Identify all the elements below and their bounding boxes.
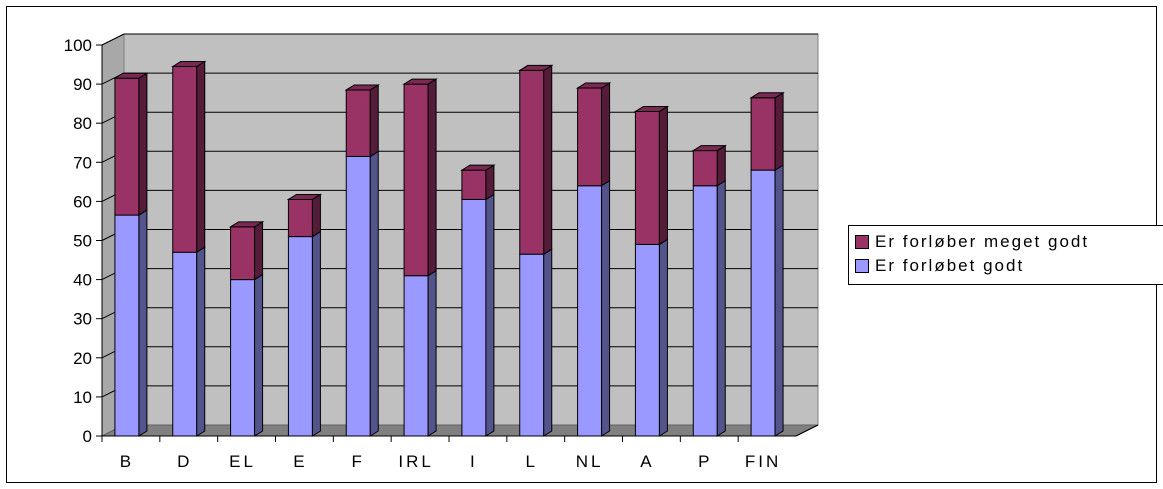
bar-p-s0-side: [716, 179, 726, 437]
bar-e-s0-front: [287, 236, 313, 437]
gridline: [101, 33, 818, 46]
x-tick-label: D: [177, 452, 192, 471]
legend-label-godt: Er forløbet godt: [875, 256, 1025, 275]
bar-irl-s0-front: [403, 275, 429, 437]
bar-fin-s1-side: [774, 91, 784, 172]
bar-el-s0-side: [254, 273, 264, 437]
bar-d-s0-side: [196, 246, 206, 437]
bar-a-s0-side: [658, 238, 668, 437]
bar-el-s1-side: [254, 220, 264, 281]
bar-f-s1-front: [345, 89, 371, 157]
x-tick-label: A: [640, 452, 654, 471]
legend-item-godt: Er forløbet godt: [855, 254, 1161, 278]
bar-irl-s0-side: [427, 269, 437, 437]
bar-p-s1-front: [692, 150, 718, 187]
bar-p-s1-side: [716, 144, 726, 187]
y-tick-label: 10: [73, 388, 92, 407]
bar-d-s1-front: [172, 66, 198, 253]
chart-bars: [113, 60, 785, 437]
x-tick-labels: B D EL E F IRL I L NL A P FIN: [120, 452, 781, 471]
y-tick-label: 20: [73, 349, 92, 368]
bar-i-s1-side: [485, 164, 495, 201]
y-tick-label: 60: [73, 192, 92, 211]
bar-nl-s1-top: [575, 82, 612, 89]
bar-a-s0-front: [634, 243, 660, 437]
y-tick-labels: 0 10 20 30 40 50 60 70 80 90 100: [64, 36, 92, 446]
bar-f-s0-front: [345, 155, 371, 437]
bar-e-s1-side: [311, 193, 321, 238]
bar-f-s1-top: [344, 84, 380, 91]
bar-d-s1-side: [196, 60, 206, 254]
bar-i-s0-front: [461, 198, 487, 437]
bar-b-s0-front: [114, 214, 140, 437]
bar-a-s1-side: [658, 105, 668, 246]
bar-l-s1-side: [543, 64, 553, 256]
y-tick-label: 90: [73, 75, 92, 94]
y-tick-label: 30: [73, 310, 92, 329]
bar-b-s0-side: [138, 209, 148, 437]
bar-fin-s0-front: [750, 169, 776, 437]
bar-p-s0-front: [692, 185, 718, 437]
x-tick-label: NL: [576, 452, 604, 471]
bar-fin-s1-top: [749, 92, 785, 99]
bar-fin-s0-side: [774, 164, 784, 437]
bar-d-s1-top: [171, 61, 207, 68]
bar-p-s1-top: [691, 145, 727, 152]
bar-f-s0-side: [369, 150, 379, 437]
bar-f-s1-side: [369, 84, 379, 158]
x-tick-label: I: [470, 452, 478, 471]
x-tick-label: B: [120, 452, 134, 471]
bar-irl-s1-front: [403, 83, 429, 277]
y-tick-label: 0: [83, 427, 92, 446]
x-tick-label: FIN: [745, 452, 781, 471]
bar-l-s1-front: [519, 69, 545, 255]
legend-item-meget-godt: Er forløber meget godt: [855, 230, 1161, 254]
bar-nl-s0-side: [601, 179, 611, 437]
bar-e-s0-side: [311, 230, 321, 437]
chart-legend: Er forløber meget godt Er forløbet godt: [848, 225, 1163, 285]
x-axis-depth-line: [795, 424, 819, 437]
bar-b-s1-side: [138, 72, 148, 216]
bar-nl-s1-front: [577, 87, 603, 187]
x-tick-label: EL: [229, 452, 256, 471]
chart-axes: [96, 44, 819, 442]
bar-nl-s0-front: [577, 185, 603, 437]
bar-el-s1-top: [228, 221, 265, 228]
bar-nl-s1-side: [601, 82, 611, 187]
bar-el-s1-front: [230, 226, 256, 281]
bar-irl-s1-side: [427, 78, 437, 277]
x-tick-label: P: [698, 452, 712, 471]
legend-swatch-godt: [855, 259, 869, 273]
legend-label-meget-godt: Er forløber meget godt: [875, 232, 1090, 251]
legend-swatch-meget-godt: [855, 235, 869, 249]
bar-fin-s1-front: [750, 97, 776, 171]
bar-d-s0-front: [172, 251, 198, 437]
bar-l-s1-top: [518, 64, 554, 71]
bar-i-s0-side: [485, 193, 495, 437]
bar-a-s1-top: [633, 105, 670, 112]
x-tick-label: E: [293, 452, 307, 471]
x-tick-label: IRL: [398, 452, 433, 471]
y-tick-label: 40: [73, 271, 92, 290]
y-tick-label: 50: [73, 232, 92, 251]
bar-l-s0-front: [519, 253, 545, 437]
y-tick-label: 80: [73, 114, 92, 133]
x-tick-label: L: [526, 452, 538, 471]
x-tick-label: F: [352, 452, 365, 471]
bar-irl-s1-top: [402, 78, 438, 85]
bar-i-s1-front: [461, 169, 487, 200]
bar-el-s0-front: [230, 279, 256, 437]
bar-b-s1-front: [114, 77, 140, 216]
bar-b-s1-top: [113, 72, 149, 79]
y-tick-label: 70: [73, 153, 92, 172]
y-tick-label: 100: [64, 36, 92, 55]
bar-i-s1-top: [460, 164, 496, 171]
bar-l-s0-side: [543, 248, 553, 437]
bar-a-s1-front: [634, 110, 660, 245]
bar-e-s1-front: [287, 198, 313, 238]
bar-e-s1-top: [286, 193, 323, 200]
